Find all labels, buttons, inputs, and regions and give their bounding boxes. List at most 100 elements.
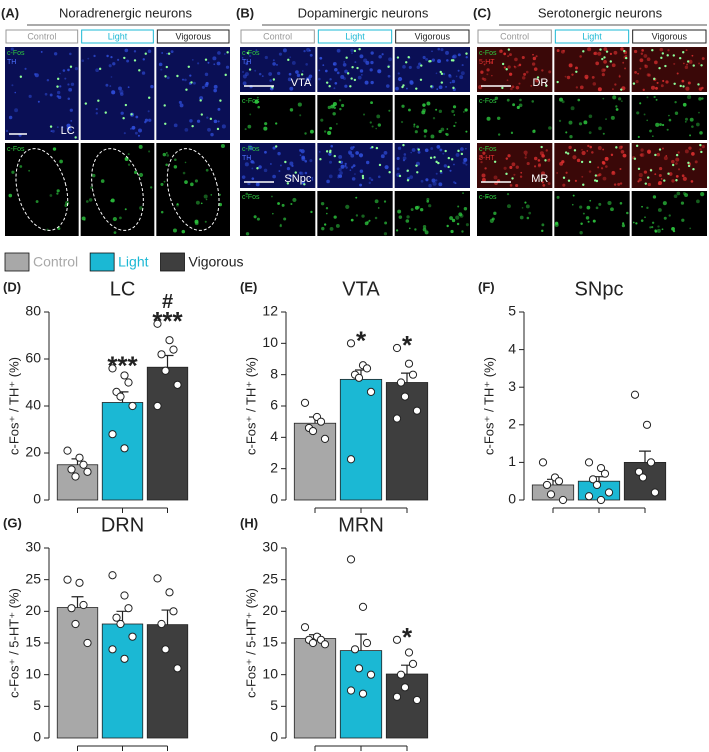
data-point (120, 591, 129, 600)
cell-signal (443, 164, 447, 168)
cell-signal (408, 108, 411, 112)
condition-label: Vigorous (175, 31, 211, 41)
cell-signal (619, 202, 623, 205)
cfos-signal (545, 84, 548, 87)
data-point (400, 392, 410, 401)
cell-signal (642, 88, 645, 92)
error-bar (355, 633, 367, 651)
legend-label: Control (33, 254, 78, 270)
cell-signal (452, 54, 457, 59)
cell-signal (309, 129, 314, 134)
data-point (638, 473, 648, 482)
cell-signal (204, 220, 207, 223)
cell-signal (619, 167, 622, 170)
cell-signal (622, 61, 625, 64)
cell-signal (672, 229, 676, 233)
y-tick-label: 10 (25, 665, 41, 681)
cfos-signal (402, 143, 405, 147)
cfos-signal (319, 158, 322, 161)
chart-title: MRN (338, 514, 384, 536)
cell-signal (646, 206, 649, 210)
cfos-signal (686, 60, 690, 63)
y-tick-label: 0 (508, 491, 516, 507)
cell-signal (37, 100, 40, 103)
cell-signal (401, 104, 405, 108)
cfos-signal (673, 82, 676, 86)
panel-label: (F) (478, 279, 495, 294)
cell-signal (416, 125, 420, 129)
cell-signal (364, 80, 369, 85)
cfos-signal (164, 75, 167, 78)
y-tick-label: 0 (33, 491, 41, 507)
cfos-signal (407, 55, 410, 59)
cell-signal (426, 101, 431, 106)
cfos-signal (356, 66, 359, 70)
cfos-signal (654, 153, 657, 157)
cfos-signal (451, 158, 454, 161)
cell-signal (647, 73, 651, 77)
cell-signal (586, 205, 591, 210)
cell-signal (486, 73, 489, 76)
cell-signal (52, 147, 57, 151)
y-tick-label: 4 (270, 428, 278, 444)
condition-label: Light (345, 31, 365, 41)
cell-signal (531, 62, 536, 66)
cell-signal (641, 205, 643, 208)
cell-signal (650, 85, 656, 90)
cell-signal (646, 73, 650, 77)
y-tick-label: 15 (25, 634, 41, 650)
cell-signal (295, 70, 299, 74)
cell-signal (354, 173, 356, 175)
cell-signal (277, 151, 281, 156)
cfos-signal (358, 47, 361, 51)
cell-signal (515, 85, 520, 90)
cfos-signal (398, 174, 402, 178)
cell-signal (310, 210, 313, 214)
cell-signal (369, 68, 373, 72)
cfos-signal (163, 104, 166, 107)
region-label: VTA (291, 77, 312, 89)
cfos-signal (133, 59, 137, 62)
cell-signal (462, 192, 464, 195)
cfos-signal (672, 54, 675, 57)
data-point (108, 364, 117, 373)
cfos-signal (447, 165, 450, 169)
cell-signal (345, 204, 350, 210)
condition-box (395, 29, 470, 44)
y-tick-label: 25 (25, 570, 41, 586)
cell-signal (279, 224, 282, 228)
cell-signal (278, 52, 282, 56)
cell-signal (118, 86, 122, 91)
chart-title: LC (110, 278, 136, 300)
cell-signal (639, 67, 642, 70)
cfos-signal (49, 125, 53, 128)
cfos-signal (666, 54, 669, 57)
cell-signal (200, 202, 203, 205)
cell-signal (660, 178, 663, 180)
cell-signal (644, 216, 646, 219)
cell-signal (490, 61, 493, 64)
cell-signal (212, 56, 217, 61)
cell-signal (565, 131, 568, 134)
cell-signal (542, 184, 546, 187)
cell-signal (216, 61, 221, 66)
bar (339, 378, 383, 501)
cfos-signal (687, 161, 690, 165)
cell-signal (67, 83, 70, 86)
cell-signal (334, 67, 338, 72)
cfos-signal (609, 60, 612, 63)
cfos-signal (246, 51, 250, 55)
cell-signal (659, 47, 664, 52)
cfos-signal (430, 85, 433, 88)
cell-signal (368, 176, 372, 180)
data-point (392, 635, 402, 644)
cell-signal (514, 57, 518, 62)
cell-signal (657, 208, 662, 212)
cell-signal (513, 173, 516, 176)
cell-signal (191, 58, 194, 61)
cell-signal (377, 123, 382, 127)
cell-signal (323, 130, 327, 133)
cell-signal (637, 135, 640, 139)
cell-signal (465, 163, 468, 166)
cell-signal (662, 201, 667, 206)
